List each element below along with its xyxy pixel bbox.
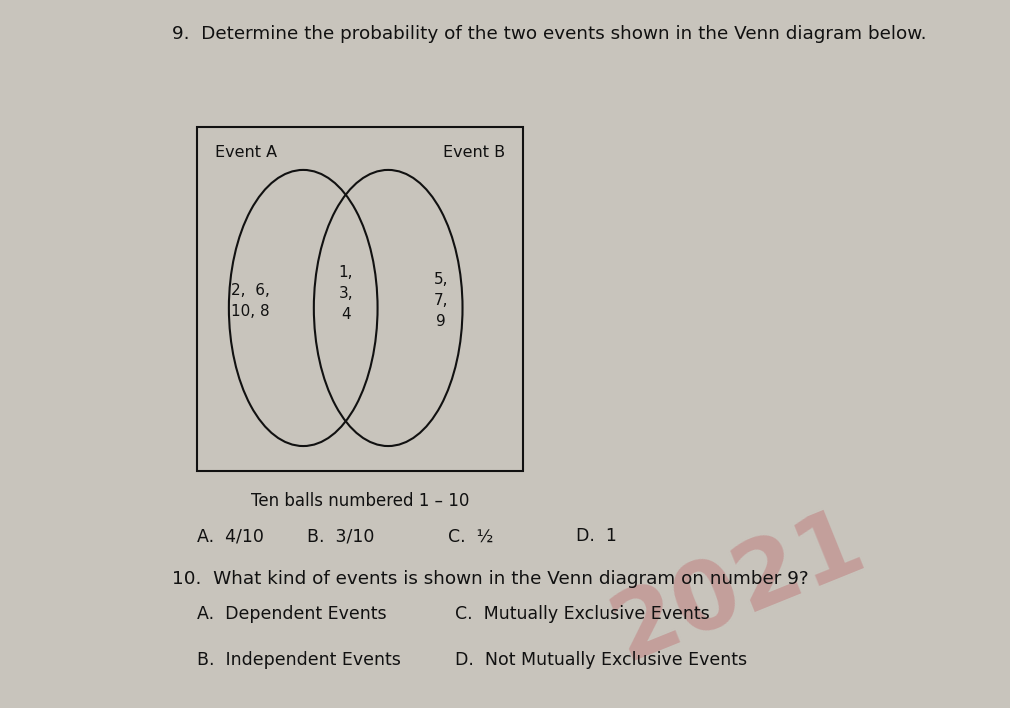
Text: C.  Mutually Exclusive Events: C. Mutually Exclusive Events	[456, 605, 710, 623]
Text: Event A: Event A	[215, 145, 277, 160]
Text: Ten balls numbered 1 – 10: Ten balls numbered 1 – 10	[250, 492, 469, 510]
Text: 5,
7,
9: 5, 7, 9	[434, 273, 448, 329]
Text: 10.  What kind of events is shown in the Venn diagram on number 9?: 10. What kind of events is shown in the …	[173, 570, 809, 588]
Text: A.  4/10: A. 4/10	[197, 527, 264, 545]
Text: B.  3/10: B. 3/10	[307, 527, 374, 545]
Bar	[197, 127, 523, 471]
Text: C.  ½: C. ½	[448, 527, 494, 545]
Text: 1,
3,
4: 1, 3, 4	[338, 266, 354, 322]
Text: 9.  Determine the probability of the two events shown in the Venn diagram below.: 9. Determine the probability of the two …	[173, 25, 927, 42]
Text: A.  Dependent Events: A. Dependent Events	[197, 605, 387, 623]
Text: Event B: Event B	[442, 145, 505, 160]
Text: 2,  6,
10, 8: 2, 6, 10, 8	[230, 283, 270, 319]
Text: D.  Not Mutually Exclusive Events: D. Not Mutually Exclusive Events	[456, 651, 747, 669]
Text: D.  1: D. 1	[576, 527, 617, 545]
Text: 2021: 2021	[599, 496, 878, 680]
Text: B.  Independent Events: B. Independent Events	[197, 651, 401, 669]
